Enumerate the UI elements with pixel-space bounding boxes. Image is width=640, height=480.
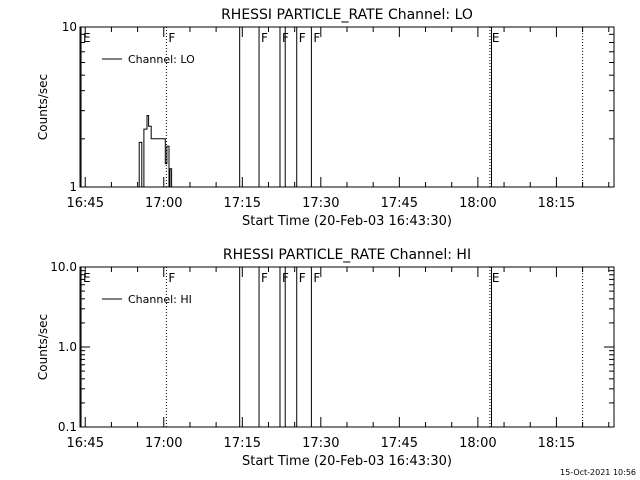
x-tick-label: 17:45	[381, 436, 418, 451]
x-tick-label: 16:45	[67, 196, 104, 211]
x-tick-label: 17:15	[224, 196, 261, 211]
legend-entry: Channel: LO	[128, 53, 195, 66]
flag-label: F	[313, 271, 320, 285]
y-tick-label: 0.1	[58, 420, 77, 434]
flag-label: E	[83, 31, 91, 45]
panel-hi: RHESSI PARTICLE_RATE Channel: HI Counts/s…	[36, 247, 615, 469]
panel-lo: RHESSI PARTICLE_RATE Channel: LO Counts/s…	[36, 7, 615, 229]
flag-label: E	[492, 271, 500, 285]
y-tick-label: 1.0	[58, 340, 77, 354]
x-tick-label: 17:30	[302, 436, 339, 451]
chart-title: RHESSI PARTICLE_RATE Channel: LO	[221, 7, 473, 23]
y-axis-label: Counts/sec	[36, 314, 50, 380]
x-tick-label: 17:30	[302, 196, 339, 211]
x-axis-label: Start Time (20-Feb-03 16:43:30)	[242, 214, 452, 229]
flag-label: F	[313, 31, 320, 45]
x-tick-label: 17:00	[145, 436, 182, 451]
x-axis-label: Start Time (20-Feb-03 16:43:30)	[242, 454, 452, 469]
y-axis-label: Counts/sec	[36, 74, 50, 140]
flag-label: F	[168, 271, 175, 285]
y-tick-label: 10.0	[50, 260, 77, 274]
timestamp: 15-Oct-2021 10:56	[560, 468, 636, 477]
flag-label: F	[261, 31, 268, 45]
series-line	[138, 115, 173, 188]
plot-frame	[79, 266, 615, 428]
x-tick-label: 18:15	[538, 436, 575, 451]
y-tick-label: 1	[69, 180, 77, 194]
flag-label: E	[492, 31, 500, 45]
x-tick-label: 18:00	[459, 436, 496, 451]
x-tick-label: 17:00	[145, 196, 182, 211]
y-tick-label: 10	[62, 20, 77, 34]
x-tick-label: 16:45	[67, 436, 104, 451]
flag-label: F	[299, 31, 306, 45]
x-tick-label: 17:15	[224, 436, 261, 451]
x-tick-label: 18:00	[459, 196, 496, 211]
plot-frame	[79, 26, 615, 188]
legend-entry: Channel: HI	[128, 293, 192, 306]
x-tick-label: 18:15	[538, 196, 575, 211]
flag-label: F	[261, 271, 268, 285]
flag-label: F	[299, 271, 306, 285]
x-tick-label: 17:45	[381, 196, 418, 211]
chart-title: RHESSI PARTICLE_RATE Channel: HI	[223, 247, 471, 263]
flag-label: E	[83, 271, 91, 285]
flag-label: F	[168, 31, 175, 45]
